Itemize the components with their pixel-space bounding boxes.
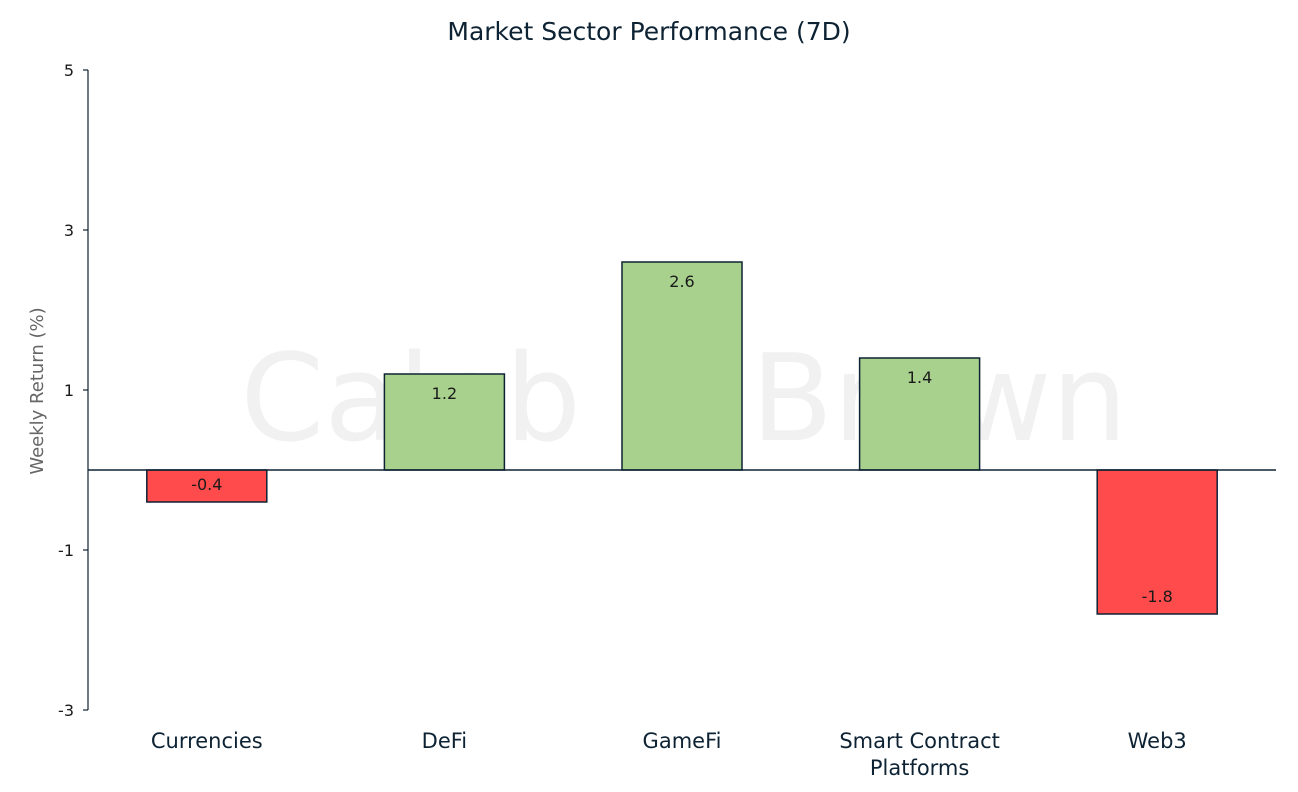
category-label: Platforms [870, 756, 970, 780]
category-label: GameFi [643, 729, 722, 753]
y-axis-label: Weekly Return (%) [27, 307, 48, 474]
y-ticks: 5 3 1 -1 -3 [58, 61, 88, 720]
category-label: Smart Contract [839, 729, 1000, 753]
y-tick-label: -3 [58, 701, 74, 720]
data-label: 1.4 [907, 368, 932, 387]
data-label: 2.6 [669, 272, 694, 291]
y-tick-label: 3 [64, 221, 74, 240]
category-labels: Currencies DeFi GameFi Smart Contract Platfo… [151, 729, 1187, 780]
category-label: Web3 [1128, 729, 1187, 753]
chart-title: Market Sector Performance (7D) [447, 17, 850, 46]
category-label: Currencies [151, 729, 263, 753]
data-label: -0.4 [191, 475, 222, 494]
data-label: 1.2 [432, 384, 457, 403]
y-tick-label: 5 [64, 61, 74, 80]
data-label: -1.8 [1142, 587, 1173, 606]
y-tick-label: -1 [58, 541, 74, 560]
bar-gamefi [622, 262, 742, 470]
category-label: DeFi [422, 729, 467, 753]
y-tick-label: 1 [64, 381, 74, 400]
